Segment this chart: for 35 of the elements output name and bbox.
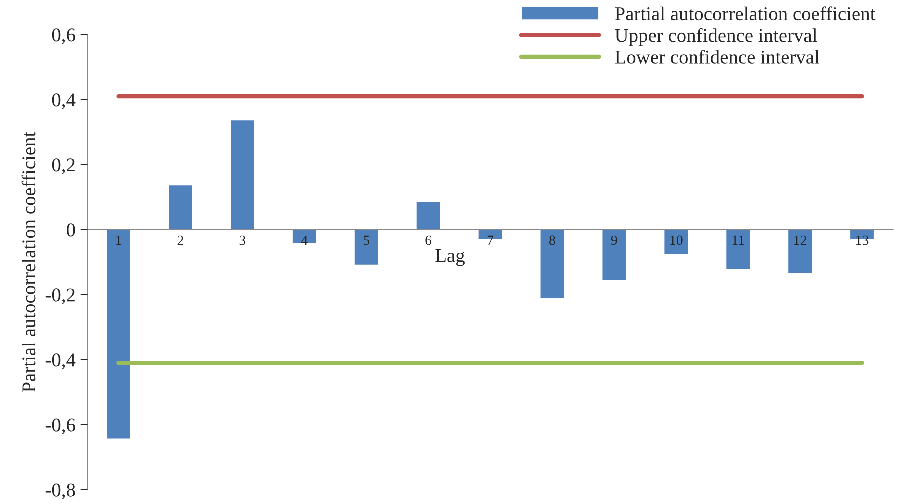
x-axis-title: Lag xyxy=(436,249,465,266)
bar xyxy=(787,229,814,274)
bar xyxy=(415,201,442,231)
y-tick-label: 0,4 xyxy=(52,94,76,110)
bar xyxy=(539,229,566,300)
y-tick-label: -0,6 xyxy=(46,418,76,435)
y-tick-label: -0,8 xyxy=(46,484,76,500)
legend-label: Upper confidence interval xyxy=(615,28,818,46)
y-tick-label: 0,2 xyxy=(52,158,75,175)
x-tick-label: 4 xyxy=(301,236,308,246)
bar xyxy=(292,229,318,244)
x-tick-label: 8 xyxy=(550,236,556,246)
bar xyxy=(230,119,256,231)
y-axis-title: Partial autocorrelation coefficient xyxy=(22,132,36,392)
legend-label: Lower confidence interval xyxy=(615,50,820,64)
bar xyxy=(354,229,380,266)
x-tick-label: 11 xyxy=(732,236,744,246)
x-tick-label: 9 xyxy=(611,236,618,246)
x-tick-label: 3 xyxy=(240,236,246,246)
bar xyxy=(663,229,690,256)
bar xyxy=(725,229,752,271)
y-tick-label: -0,4 xyxy=(46,354,76,370)
legend-label: Partial autocorrelation coefficient xyxy=(615,6,876,21)
x-tick-label: 5 xyxy=(364,236,370,246)
bar xyxy=(168,184,194,231)
x-tick-label: 2 xyxy=(178,236,184,246)
x-tick-label: 12 xyxy=(794,236,806,246)
y-tick-label: -0,2 xyxy=(46,288,75,305)
x-tick-label: 6 xyxy=(426,236,432,246)
x-tick-label: 1 xyxy=(116,236,122,246)
bar xyxy=(106,229,132,440)
x-tick-label: 10 xyxy=(670,236,683,246)
bar xyxy=(601,229,628,282)
y-tick-label: 0,6 xyxy=(52,28,76,45)
y-tick-label: 0 xyxy=(67,224,76,237)
